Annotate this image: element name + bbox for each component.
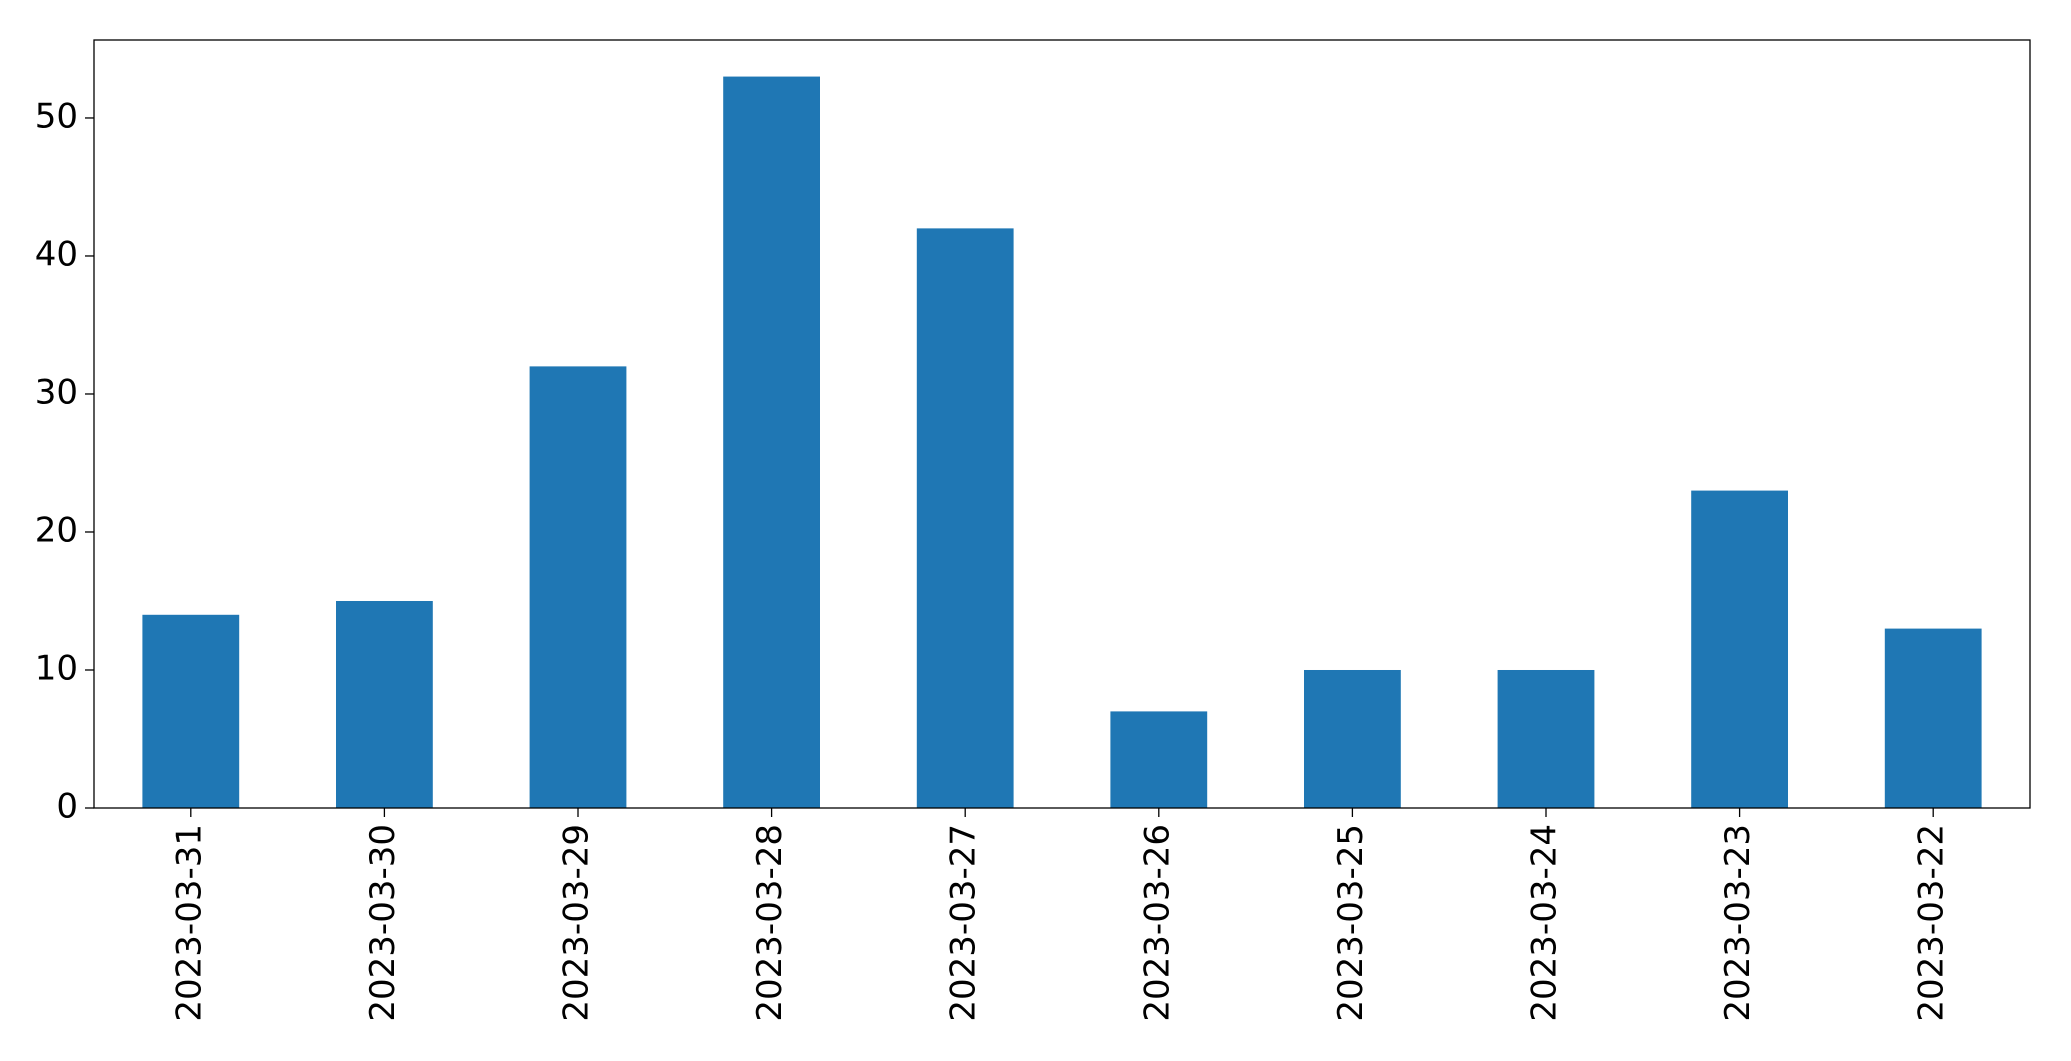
bar [1691,490,1788,808]
y-tick-label: 40 [35,234,78,274]
y-tick-label: 30 [35,372,78,412]
x-tick-label: 2023-03-26 [1137,824,1177,1022]
x-tick-label: 2023-03-27 [944,824,984,1022]
bar [142,614,240,808]
x-tick-label: 2023-03-23 [1718,824,1758,1022]
bar [1497,669,1595,808]
x-tick-label: 2023-03-24 [1525,824,1565,1022]
bar [1110,711,1208,808]
bar [1304,669,1401,808]
x-tick-label: 2023-03-25 [1331,824,1371,1022]
bar [529,366,627,808]
bar [1884,628,1982,808]
y-tick-label: 10 [35,648,78,688]
y-tick-label: 0 [56,787,78,827]
x-tick-label: 2023-03-28 [750,824,790,1022]
bar [723,76,820,809]
bar [916,228,1014,808]
x-tick-label: 2023-03-31 [169,824,209,1022]
x-tick-label: 2023-03-29 [557,824,597,1022]
y-tick-label: 50 [35,96,78,136]
bar [336,600,433,808]
x-tick-label: 2023-03-22 [1912,824,1952,1022]
x-tick-label: 2023-03-30 [363,824,403,1022]
axes-frame [93,39,2031,809]
y-tick-label: 20 [35,510,78,550]
